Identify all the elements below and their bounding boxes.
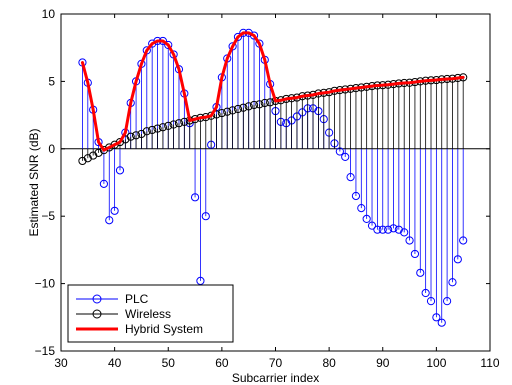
plc-point: [389, 224, 398, 233]
legend-plc-marker: [92, 294, 102, 304]
y-tick-label: −10: [35, 277, 56, 291]
wireless-point: [110, 140, 119, 149]
axis-ticks: [60, 13, 491, 352]
plc-point: [394, 225, 403, 234]
x-tick-label: 60: [215, 356, 229, 370]
wireless-point: [244, 102, 253, 111]
plc-point: [110, 206, 119, 215]
x-tick-label: 80: [322, 356, 336, 370]
y-tick-label: 0: [48, 142, 55, 156]
wireless-point: [115, 137, 125, 147]
wireless-point: [94, 148, 103, 157]
plc-point: [384, 225, 393, 234]
plc-point: [148, 39, 157, 48]
plc-point: [443, 297, 452, 306]
wireless-point: [255, 100, 264, 109]
legend-wireless-label: Wireless: [125, 307, 171, 321]
wireless-point: [158, 123, 167, 132]
plc-point: [249, 31, 259, 40]
wireless-point: [83, 154, 92, 163]
plc-point: [437, 318, 446, 327]
x-tick-labels: 30 40 50 60 70 80 90 100 110: [54, 356, 500, 370]
plc-point: [164, 40, 173, 50]
plc-point: [351, 191, 361, 201]
x-tick-label: 40: [108, 356, 122, 370]
wireless-point: [260, 98, 269, 108]
plc-point: [453, 255, 462, 264]
wireless-point: [228, 106, 237, 115]
wireless-point: [223, 107, 232, 116]
plc-point: [459, 236, 468, 245]
plc-point: [367, 221, 377, 230]
wireless-point: [169, 120, 178, 129]
plc-series: [78, 28, 468, 327]
wireless-point: [266, 98, 275, 107]
wireless-point: [148, 125, 157, 135]
x-tick-label: 90: [376, 356, 390, 370]
plc-point: [426, 297, 436, 306]
y-tick-label: 5: [48, 74, 55, 88]
y-tick-label: 10: [42, 7, 56, 21]
hybrid-line: [80, 31, 465, 152]
wireless-point: [131, 131, 141, 140]
y-tick-label: −15: [35, 344, 56, 358]
wireless-point: [78, 156, 87, 166]
legend-hybrid-label: Hybrid System: [125, 322, 203, 336]
legend-plc-label: PLC: [125, 292, 149, 306]
plc-point: [405, 236, 414, 245]
wireless-point: [89, 151, 98, 160]
wireless-point: [180, 117, 189, 126]
plc-point: [373, 225, 382, 234]
plc-point: [416, 268, 425, 277]
wireless-point: [153, 124, 162, 133]
y-axis-label: Estimated SNR (dB): [27, 128, 41, 236]
x-tick-label: 70: [269, 356, 283, 370]
wireless-point: [174, 119, 184, 128]
plc-point: [362, 214, 371, 223]
plc-point: [448, 278, 457, 287]
plc-point: [201, 212, 210, 221]
wireless-point: [164, 121, 173, 130]
legend: PLC Wireless Hybrid System: [67, 284, 234, 343]
wireless-point: [249, 100, 259, 110]
wireless-point: [126, 132, 135, 141]
y-tick-labels: −15 −10 −5 0 5 10: [35, 7, 56, 358]
legend-wireless-marker: [92, 309, 102, 319]
wireless-point: [233, 104, 243, 114]
plc-point: [341, 152, 350, 161]
plc-point: [400, 228, 409, 237]
plc-point: [421, 288, 430, 298]
wireless-point: [217, 108, 226, 118]
plc-point: [357, 204, 366, 213]
legend-box: [67, 284, 234, 343]
plc-point: [410, 249, 420, 259]
wireless-point: [99, 146, 109, 155]
plc-point: [378, 225, 387, 234]
plc-point: [105, 216, 114, 225]
x-tick-label: 100: [426, 356, 446, 370]
wireless-point: [105, 143, 114, 152]
plc-point: [115, 166, 125, 175]
wireless-point: [142, 127, 151, 136]
x-tick-label: 30: [54, 356, 68, 370]
hybrid-series: [80, 31, 465, 152]
y-tick-label: −5: [41, 209, 55, 223]
plc-point: [190, 193, 200, 202]
x-axis-label: Subcarrier index: [232, 371, 319, 385]
wireless-point: [239, 103, 248, 112]
plc-point: [99, 179, 109, 188]
plc-point: [233, 32, 243, 42]
x-tick-label: 110: [480, 356, 499, 370]
plc-point: [432, 313, 441, 322]
wireless-point: [137, 129, 146, 139]
plc-point: [346, 173, 355, 182]
x-tick-label: 50: [162, 356, 176, 370]
